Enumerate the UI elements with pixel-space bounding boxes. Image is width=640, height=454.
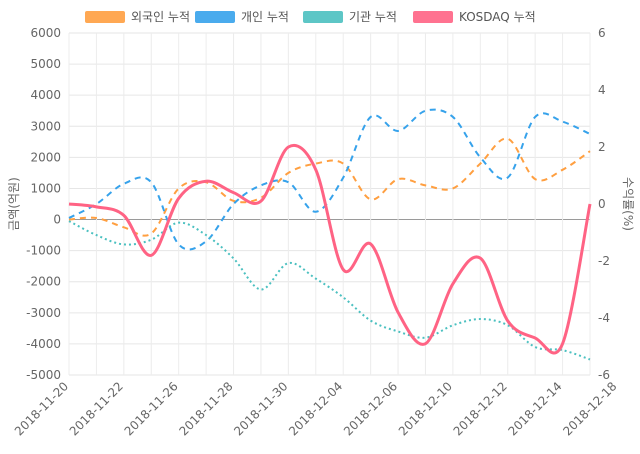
y-left-tick-label: 6000 [30, 26, 61, 40]
x-tick-label: 2018-12-18 [560, 379, 619, 438]
x-tick-label: 2018-11-20 [12, 379, 71, 438]
y-right-tick-label: -2 [598, 254, 610, 268]
series-line-0 [68, 137, 591, 237]
y-left-tick-label: 1000 [30, 181, 61, 195]
legend-label-0: 외국인 누적 [131, 10, 190, 24]
y-left-tick-label: -3000 [26, 306, 61, 320]
legend-label-1: 개인 누적 [241, 10, 289, 24]
y-left-tick-label: -2000 [26, 275, 61, 289]
legend-label-2: 기관 누적 [349, 10, 397, 24]
y-right-axis-title: 수익률(%) [621, 177, 635, 231]
series-line-2 [68, 220, 591, 361]
y-left-tick-label: -1000 [26, 244, 61, 258]
x-tick-label: 2018-11-30 [231, 379, 290, 438]
y-right-tick-label: 0 [598, 197, 606, 211]
x-tick-label: 2018-12-12 [451, 379, 510, 438]
x-tick-label: 2018-12-14 [505, 379, 564, 438]
y-right-tick-label: 6 [598, 26, 606, 40]
legend-swatch-1 [195, 11, 235, 23]
x-tick-label: 2018-12-10 [396, 379, 455, 438]
y-left-axis-title: 금액(억원) [7, 177, 21, 231]
y-right-tick-label: -6 [598, 368, 610, 382]
y-right-tick-label: 2 [598, 140, 606, 154]
y-left-tick-label: 0 [53, 213, 61, 227]
y-left-tick-label: 5000 [30, 57, 61, 71]
x-tick-label: 2018-11-22 [67, 379, 126, 438]
y-right-tick-label: -4 [598, 311, 610, 325]
series-line-1 [68, 108, 591, 251]
x-tick-label: 2018-12-06 [341, 379, 400, 438]
legend-swatch-0 [85, 11, 125, 23]
legend-swatch-2 [303, 11, 343, 23]
y-left-tick-label: -5000 [26, 368, 61, 382]
x-tick-label: 2018-11-26 [122, 379, 181, 438]
legend-swatch-3 [413, 11, 453, 23]
y-left-tick-label: 2000 [30, 150, 61, 164]
y-right-tick-label: 4 [598, 83, 606, 97]
series-line-3 [68, 143, 592, 355]
legend-label-3: KOSDAQ 누적 [459, 10, 536, 24]
y-left-tick-label: 4000 [30, 88, 61, 102]
y-left-tick-label: 3000 [30, 119, 61, 133]
x-tick-label: 2018-12-04 [286, 379, 345, 438]
x-tick-label: 2018-11-28 [176, 379, 235, 438]
y-left-tick-label: -4000 [26, 337, 61, 351]
